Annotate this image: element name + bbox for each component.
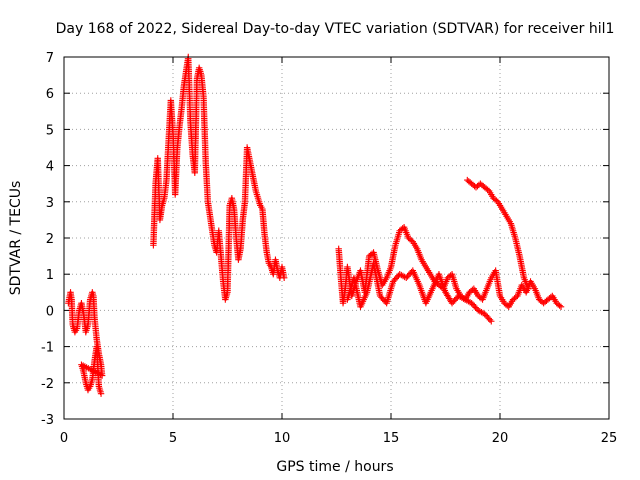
y-tick-label: 1 xyxy=(46,268,54,283)
y-tick-labels: -3 -2 -1 0 1 2 3 4 5 6 7 xyxy=(41,51,54,428)
x-tick-label: 20 xyxy=(492,431,509,446)
y-tick-label: 4 xyxy=(46,160,54,175)
data-point xyxy=(556,302,563,309)
y-tick-label: -1 xyxy=(41,341,54,356)
x-tick-labels: 0 5 10 15 20 25 xyxy=(60,431,617,446)
y-tick-label: 3 xyxy=(46,196,54,211)
y-tick-label: -2 xyxy=(41,377,54,392)
data-point xyxy=(557,303,565,310)
data-point xyxy=(486,316,494,324)
x-tick-label: 0 xyxy=(60,431,68,446)
y-tick-label: 7 xyxy=(46,51,54,66)
data-point xyxy=(97,390,105,397)
y-tick-label: 5 xyxy=(46,123,54,138)
grid-lines xyxy=(64,57,609,419)
y-tick-label: 0 xyxy=(46,304,54,319)
x-tick-label: 5 xyxy=(169,431,177,446)
data-point xyxy=(488,318,495,325)
x-tick-label: 10 xyxy=(274,431,291,446)
x-tick-label: 25 xyxy=(601,431,618,446)
y-tick-label: 6 xyxy=(46,87,54,102)
data-points xyxy=(65,53,565,397)
data-point xyxy=(525,285,532,292)
data-point xyxy=(280,274,288,282)
y-tick-label: 2 xyxy=(46,232,54,247)
x-tick-label: 15 xyxy=(383,431,400,446)
plot-frame xyxy=(63,56,610,420)
chart-title: Day 168 of 2022, Sidereal Day-to-day VTE… xyxy=(56,21,615,37)
y-axis-label: SDTVAR / TECUs xyxy=(8,181,24,296)
x-axis-label: GPS time / hours xyxy=(276,459,393,475)
y-tick-label: -3 xyxy=(41,413,54,428)
